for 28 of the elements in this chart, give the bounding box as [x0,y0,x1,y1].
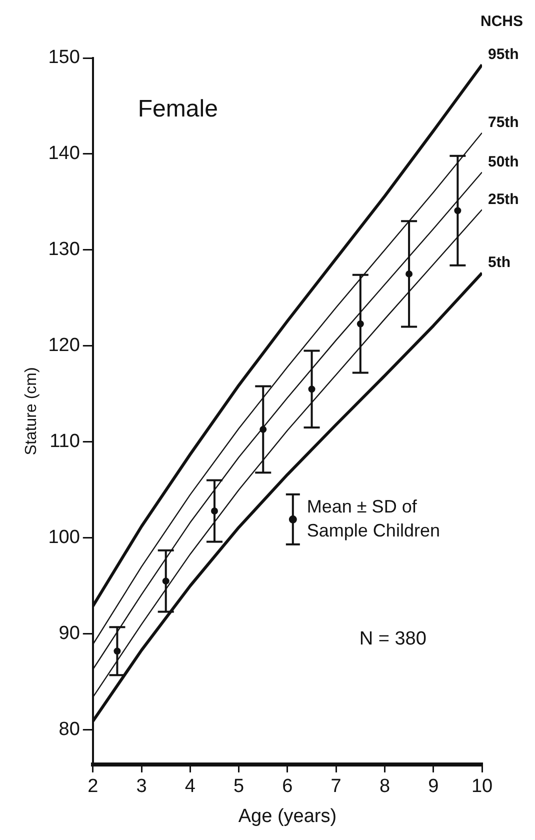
annotation: Female [138,96,218,123]
y-axis-title: Stature (cm) [23,367,40,456]
x-tick-label: 4 [184,776,196,798]
y-tick-label: 110 [50,431,80,452]
x-tick-label: 6 [282,776,293,798]
legend-label: Mean ± SD of Sample Children [306,496,440,540]
y-tick-label: 120 [48,335,80,356]
series-label: 50th [488,153,519,170]
x-tick-label: 10 [471,776,493,798]
x-tick-label: 8 [379,776,390,798]
x-axis-title: Age (years) [238,806,337,827]
x-tick-label: 2 [88,776,98,798]
text: NCHS [480,13,523,30]
x-tick-label: 9 [428,776,439,798]
y-tick-label: 150 [48,47,80,68]
x-tick-label: 7 [330,776,342,798]
series-label: 25th [488,190,519,208]
y-tick-label: 140 [48,143,80,164]
annotation: N = 380 [359,628,426,650]
series-label: 95th [488,46,519,63]
y-tick-label: 90 [58,623,80,644]
y-tick-label: 130 [48,239,80,260]
y-tick-label: 80 [58,719,80,740]
series-label: 5th [488,254,510,272]
x-tick-label: 3 [136,776,147,798]
series-label: 75th [488,114,519,132]
y-tick-label: 100 [48,527,80,548]
x-tick-label: 5 [234,776,244,798]
